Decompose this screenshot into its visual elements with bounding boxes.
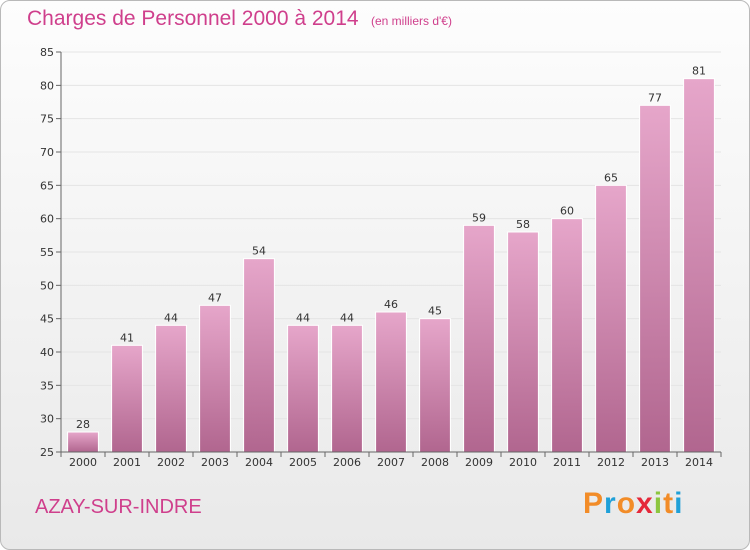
bar-2013 — [639, 104, 671, 453]
bar-2007 — [375, 311, 407, 453]
x-tick-label: 2011 — [553, 456, 581, 469]
axes: 25 30 35 40 45 50 55 60 65 70 75 80 85 2000 2001 2002 20… — [40, 46, 722, 469]
y-tick-label: 80 — [40, 79, 54, 92]
bar-value-label: 81 — [692, 65, 706, 78]
y-tick-label: 35 — [40, 379, 54, 392]
bar-2004 — [243, 258, 275, 453]
y-tick-label: 50 — [40, 279, 54, 292]
bar-2009 — [463, 224, 495, 453]
bar-value-label: 46 — [384, 298, 398, 311]
bar-value-label: 44 — [164, 311, 178, 324]
bar-2002 — [155, 324, 187, 453]
y-tick-label: 85 — [40, 46, 54, 59]
bar-value-label: 59 — [472, 211, 486, 224]
bar-2000 — [67, 431, 99, 453]
bar-value-label: 58 — [516, 218, 530, 231]
data-labels: 28 41 44 47 54 44 44 46 45 59 58 60 65 77 81 — [76, 65, 706, 431]
logo-letter: i — [653, 487, 664, 520]
bar-value-label: 45 — [428, 305, 442, 318]
y-tick-label: 70 — [40, 146, 54, 159]
y-tick-label: 45 — [40, 313, 54, 326]
x-tick-label: 2004 — [245, 456, 273, 469]
bar-2012 — [595, 184, 627, 453]
logo-letter: P — [583, 487, 605, 520]
bars — [67, 78, 715, 453]
bar-2006 — [331, 324, 363, 453]
x-tick-label: 2001 — [113, 456, 141, 469]
bar-value-label: 44 — [296, 311, 310, 324]
bar-value-label: 65 — [604, 171, 618, 184]
bar-2014 — [683, 78, 715, 453]
y-tick-label: 55 — [40, 246, 54, 259]
logo-letter: x — [636, 487, 654, 520]
logo-letter: t — [663, 487, 675, 520]
x-tick-label: 2013 — [641, 456, 669, 469]
x-tick-label: 2008 — [421, 456, 449, 469]
logo-letter: r — [604, 487, 617, 520]
y-tick-label: 60 — [40, 213, 54, 226]
logo-letter: o — [616, 487, 637, 520]
chart-title: Charges de Personnel 2000 à 2014 — [27, 7, 359, 30]
y-tick-label: 75 — [40, 113, 54, 126]
bar-2011 — [551, 218, 583, 453]
chart-subtitle: (en milliers d'€) — [371, 14, 452, 28]
bar-value-label: 44 — [340, 311, 354, 324]
bar-value-label: 41 — [120, 331, 134, 344]
x-tick-label: 2006 — [333, 456, 361, 469]
bar-value-label: 77 — [648, 91, 662, 104]
x-tick-label: 2003 — [201, 456, 229, 469]
y-tick-label: 25 — [40, 446, 54, 459]
x-tick-label: 2005 — [289, 456, 317, 469]
bar-value-label: 60 — [560, 205, 574, 218]
x-tick-label: 2012 — [597, 456, 625, 469]
bar-2003 — [199, 304, 231, 453]
y-tick-label: 65 — [40, 179, 54, 192]
x-tick-label: 2007 — [377, 456, 405, 469]
bar-2008 — [419, 318, 451, 453]
commune-name: AZAY-SUR-INDRE — [35, 496, 202, 518]
x-tick-label: 2009 — [465, 456, 493, 469]
proxiti-logo[interactable]: Proxiti — [583, 487, 683, 521]
y-tick-label: 30 — [40, 413, 54, 426]
bar-value-label: 47 — [208, 291, 222, 304]
bar-value-label: 28 — [76, 418, 90, 431]
y-tick-label: 40 — [40, 346, 54, 359]
x-tick-label: 2014 — [685, 456, 713, 469]
bar-2010 — [507, 231, 539, 453]
x-tick-label: 2002 — [157, 456, 185, 469]
bar-2001 — [111, 344, 143, 453]
bar-2005 — [287, 324, 319, 453]
x-tick-label: 2010 — [509, 456, 537, 469]
x-tick-label: 2000 — [69, 456, 97, 469]
logo-letter: i — [674, 487, 684, 520]
bar-value-label: 54 — [252, 245, 266, 258]
